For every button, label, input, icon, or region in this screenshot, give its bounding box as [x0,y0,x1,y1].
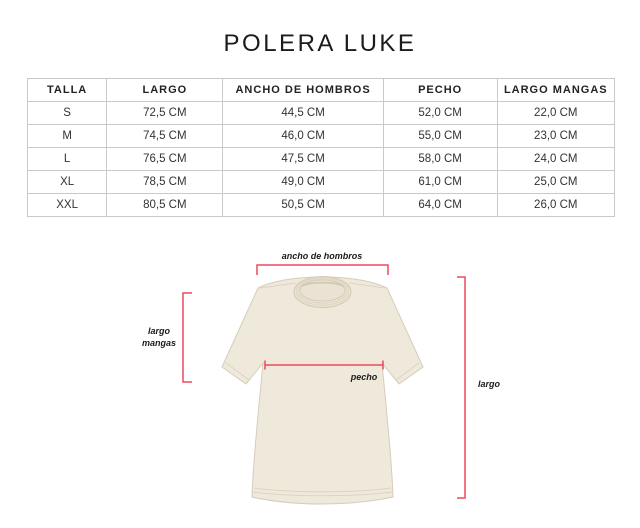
sleeve-length-label-line2: mangas [142,338,176,348]
collar-rib [297,278,348,304]
hem-stitch-line [252,491,393,497]
value-cell: 44,5 CM [222,101,384,125]
collar-rib [295,277,350,306]
length-label: largo [478,379,501,389]
collar-inner-shadow [301,281,344,287]
column-header-largo-mangas: LARGO MANGAS [496,78,616,102]
value-cell: 64,0 CM [382,193,498,217]
value-cell: 76,5 CM [106,147,224,171]
value-cell: 47,5 CM [222,147,384,171]
size-cell: S [26,101,108,125]
value-cell: 58,0 CM [382,147,498,171]
tshirt-body [221,276,424,505]
value-cell: 50,5 CM [222,193,384,217]
column-header-ancho-de-hombros: ANCHO DE HOMBROS [222,78,384,102]
value-cell: 80,5 CM [106,193,224,217]
table-row: S 72,5 CM 44,5 CM 52,0 CM 22,0 CM [26,101,616,125]
length-bracket [457,276,466,499]
table-row: XXL 80,5 CM 50,5 CM 64,0 CM 26,0 CM [26,193,616,217]
table-row: M 74,5 CM 46,0 CM 55,0 CM 23,0 CM [26,124,616,148]
value-cell: 22,0 CM [496,101,616,125]
value-cell: 23,0 CM [496,124,616,148]
table-row: L 76,5 CM 47,5 CM 58,0 CM 24,0 CM [26,147,616,171]
page-title: POLERA LUKE [223,30,417,57]
value-cell: 61,0 CM [382,170,498,194]
size-cell: L [26,147,108,171]
value-cell: 74,5 CM [106,124,224,148]
value-cell: 24,0 CM [496,147,616,171]
sleeve-length-bracket [182,292,192,383]
shoulder-width-bracket [256,264,389,275]
column-header-talla: TALLA [26,78,108,102]
value-cell: 78,5 CM [106,170,224,194]
left-shoulder-seam [259,282,297,289]
right-sleeve-seam [395,362,420,381]
measurement-marks [182,264,466,499]
chest-label: pecho [350,372,378,382]
size-cell: XL [26,170,108,194]
value-cell: 25,0 CM [496,170,616,194]
value-cell: 26,0 CM [496,193,616,217]
sleeve-length-label-line1: largo [148,326,171,336]
column-header-largo: LARGO [106,78,224,102]
table-header-row: TALLA LARGO ANCHO DE HOMBROS PECHO LARGO… [26,78,616,102]
size-cell: XXL [26,193,108,217]
tshirt-measurement-diagram: ancho de hombros largo mangas pecho larg… [142,251,501,505]
collar-opening [299,279,346,302]
size-table: TALLA LARGO ANCHO DE HOMBROS PECHO LARGO… [26,78,616,217]
tshirt-graphic [221,276,424,505]
left-sleeve-seam [225,362,250,381]
value-cell: 52,0 CM [382,101,498,125]
size-cell: M [26,124,108,148]
value-cell: 49,0 CM [222,170,384,194]
chest-line [264,360,384,370]
value-cell: 46,0 CM [222,124,384,148]
value-cell: 55,0 CM [382,124,498,148]
right-shoulder-seam [348,282,386,289]
table-row: XL 78,5 CM 49,0 CM 61,0 CM 25,0 CM [26,170,616,194]
hem-stitch-line [253,487,392,493]
shoulder-width-label: ancho de hombros [282,251,363,261]
value-cell: 72,5 CM [106,101,224,125]
column-header-pecho: PECHO [382,78,498,102]
